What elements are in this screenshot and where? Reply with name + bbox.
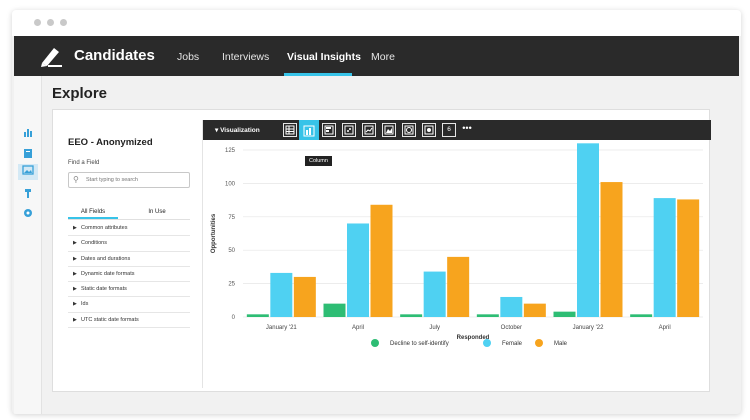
field-group-item[interactable]: ▶ Conditions	[68, 236, 190, 252]
chart-bar	[476, 314, 499, 317]
x-tick-label: April	[659, 325, 671, 331]
chart-bar	[630, 314, 653, 317]
field-group-list: ▶ Common attributes ▶ Conditions ▶ Dates an…	[68, 221, 190, 329]
hammer-icon[interactable]	[22, 187, 34, 199]
single-value-icon[interactable]: 6	[442, 123, 456, 137]
column-icon[interactable]	[299, 120, 319, 140]
bar-chart-icon[interactable]	[22, 126, 34, 138]
caret-right-icon: ▶	[73, 316, 77, 323]
active-nav-indicator	[284, 73, 352, 76]
caret-right-icon: ▶	[73, 270, 77, 277]
scatter-icon[interactable]	[342, 123, 356, 137]
x-tick-label: July	[429, 325, 440, 331]
field-group-item[interactable]: ▶ Ids	[68, 297, 190, 313]
chart-bar	[370, 204, 393, 317]
app-window: Candidates Jobs Interviews Visual Insigh…	[12, 10, 741, 414]
caret-right-icon: ▶	[73, 225, 77, 231]
y-tick-label: 0	[232, 315, 236, 321]
y-tick-label: 25	[228, 282, 235, 288]
y-tick-label: 125	[225, 148, 236, 154]
tab-divider	[68, 219, 190, 220]
top-navigation: Candidates Jobs Interviews Visual Insigh…	[14, 36, 739, 76]
line-icon[interactable]	[362, 123, 376, 137]
tab-in-use[interactable]: In Use	[148, 209, 166, 215]
chart-bar	[347, 223, 369, 317]
search-input[interactable]	[86, 174, 186, 186]
chart-bar	[677, 199, 700, 317]
active-tab-indicator	[68, 217, 118, 219]
find-field-label: Find a Field	[68, 160, 100, 166]
pencil-logo-icon[interactable]	[38, 44, 64, 68]
search-icon: ⚲	[73, 175, 79, 184]
legend-label: Female	[502, 341, 523, 347]
bar-icon[interactable]	[322, 123, 336, 137]
x-tick-label: April	[352, 325, 364, 331]
chart-bar	[553, 311, 576, 317]
y-tick-label: 75	[228, 215, 235, 221]
chart-bar	[246, 314, 269, 317]
nav-item-interviews[interactable]: Interviews	[222, 51, 270, 63]
legend-label: Decline to self-identify	[390, 341, 449, 347]
field-group-item[interactable]: ▶ Dynamic date formats	[68, 267, 190, 283]
field-group-item[interactable]: ▶ UTC static date formats	[68, 313, 190, 329]
tab-all-fields[interactable]: All Fields	[80, 209, 106, 215]
field-picker-panel: EEO - Anonymized Find a Field ⚲ All Fiel…	[53, 120, 203, 388]
visualization-toolbar: ▾ Visualization	[203, 120, 711, 140]
chart-bar	[500, 296, 523, 317]
area-icon[interactable]	[382, 123, 396, 137]
table-icon[interactable]	[283, 123, 297, 137]
chart-bar	[653, 198, 676, 317]
field-search-box[interactable]: ⚲	[68, 172, 190, 188]
chart-bar	[447, 256, 470, 317]
y-axis-label: Opportunities	[211, 213, 217, 253]
chart-bar	[423, 271, 446, 317]
x-tick-label: January '22	[573, 325, 604, 331]
visualization-toggle[interactable]: ▾ Visualization	[215, 127, 260, 134]
pie-icon[interactable]	[402, 123, 416, 137]
chart-bar	[400, 314, 423, 317]
field-group-item[interactable]: ▶ Common attributes	[68, 221, 190, 237]
x-tick-label: October	[501, 325, 522, 331]
nav-item-jobs[interactable]: Jobs	[177, 51, 200, 63]
more-icon[interactable]: •••	[462, 123, 472, 133]
book-icon[interactable]	[22, 147, 34, 159]
image-icon[interactable]	[18, 164, 38, 180]
x-tick-label: January '21	[266, 325, 297, 331]
left-rail	[14, 76, 42, 414]
caret-right-icon: ▶	[73, 255, 77, 262]
nav-item-visual-insights[interactable]: Visual Insights	[287, 51, 361, 63]
caret-right-icon: ▶	[73, 240, 77, 247]
legend-swatch	[535, 339, 543, 347]
legend-swatch	[371, 339, 379, 347]
x-axis-label: Responded	[457, 335, 490, 341]
window-dot-icon	[60, 19, 67, 26]
y-tick-label: 100	[225, 181, 236, 187]
chart-bar	[270, 272, 293, 317]
app-brand[interactable]: Candidates	[74, 47, 155, 64]
window-dot-icon	[47, 19, 54, 26]
chart-bar	[323, 303, 346, 317]
chart-bar	[523, 303, 546, 317]
column-chart: 0 25 50 75 100 125 January '21 April July October…	[211, 143, 703, 347]
chart-bar	[293, 276, 316, 317]
window-dot-icon	[34, 19, 41, 26]
caret-right-icon: ▶	[73, 301, 77, 308]
chart-bar	[600, 182, 623, 317]
nav-item-more[interactable]: More	[371, 51, 395, 63]
field-group-item[interactable]: ▶ Static date formats	[68, 282, 190, 298]
chart-bar	[577, 143, 599, 317]
legend-label: Male	[554, 341, 568, 347]
field-group-item[interactable]: ▶ Dates and durations	[68, 252, 190, 267]
gear-icon[interactable]	[22, 207, 34, 219]
y-tick-label: 50	[228, 248, 235, 254]
column-tooltip: Column	[305, 156, 332, 166]
explore-title: EEO - Anonymized	[68, 137, 153, 148]
explore-card: EEO - Anonymized Find a Field ⚲ All Fiel…	[52, 109, 711, 392]
page-title: Explore	[52, 85, 108, 102]
map-icon[interactable]	[422, 123, 436, 137]
window-titlebar	[12, 10, 741, 36]
caret-right-icon: ▶	[73, 286, 77, 293]
legend-swatch	[483, 339, 491, 347]
